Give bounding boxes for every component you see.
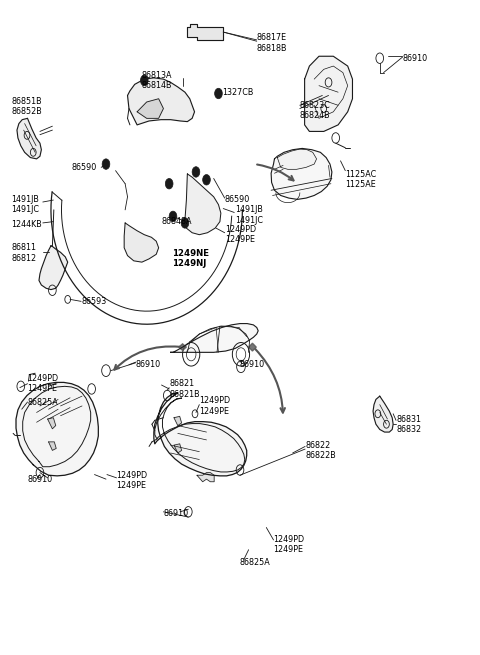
Text: 86825A: 86825A: [240, 558, 271, 567]
Text: 86817E
86818B: 86817E 86818B: [257, 33, 287, 53]
Text: 86593: 86593: [81, 297, 107, 306]
Text: 1249PD
1249PE: 1249PD 1249PE: [225, 225, 256, 244]
Text: 86910: 86910: [163, 509, 189, 517]
Text: 86590: 86590: [225, 195, 250, 204]
Text: 86851B
86852B: 86851B 86852B: [11, 97, 42, 117]
Polygon shape: [48, 442, 56, 451]
Circle shape: [181, 217, 189, 228]
Polygon shape: [137, 99, 163, 119]
Polygon shape: [305, 56, 352, 132]
Polygon shape: [277, 149, 317, 170]
Text: 86910: 86910: [403, 54, 428, 63]
Text: 86831
86832: 86831 86832: [396, 415, 421, 434]
Text: 1249PD
1249PE: 1249PD 1249PE: [199, 396, 230, 416]
Text: 1327CB: 1327CB: [222, 88, 253, 97]
Circle shape: [102, 159, 110, 170]
Text: 1249PD
1249PE: 1249PD 1249PE: [274, 534, 305, 554]
Polygon shape: [174, 444, 181, 453]
Polygon shape: [179, 344, 186, 350]
Text: 86821
86821B: 86821 86821B: [169, 379, 200, 399]
Text: 86822
86822B: 86822 86822B: [305, 441, 336, 460]
Polygon shape: [128, 78, 194, 125]
Text: 86813A
86814B: 86813A 86814B: [142, 71, 172, 90]
Text: 1491JB
1491JC: 1491JB 1491JC: [235, 206, 263, 225]
Polygon shape: [16, 383, 98, 476]
Text: 86910: 86910: [27, 475, 53, 483]
Circle shape: [192, 167, 200, 177]
Polygon shape: [48, 418, 56, 429]
Polygon shape: [124, 223, 158, 262]
Text: 86848A: 86848A: [161, 217, 192, 226]
Text: 1491JB
1491JC: 1491JB 1491JC: [11, 195, 39, 214]
Polygon shape: [174, 417, 181, 426]
Circle shape: [203, 174, 210, 185]
Polygon shape: [154, 393, 247, 476]
Circle shape: [169, 211, 177, 221]
Polygon shape: [249, 343, 256, 351]
Text: 86823C
86824B: 86823C 86824B: [300, 101, 331, 121]
Polygon shape: [39, 246, 68, 290]
Circle shape: [165, 178, 173, 189]
Circle shape: [141, 75, 148, 86]
Polygon shape: [187, 24, 223, 40]
Text: 1249NE
1249NJ: 1249NE 1249NJ: [172, 248, 209, 268]
Polygon shape: [373, 396, 393, 432]
Text: 1249PD
1249PE: 1249PD 1249PE: [27, 374, 59, 394]
Text: 1244KB: 1244KB: [11, 219, 42, 229]
Circle shape: [215, 88, 222, 99]
Polygon shape: [185, 174, 221, 234]
Polygon shape: [170, 324, 258, 352]
Text: 86910: 86910: [136, 360, 161, 369]
Text: 86910: 86910: [240, 360, 265, 369]
Text: 1249PD
1249PE: 1249PD 1249PE: [117, 471, 148, 490]
Text: 86825A: 86825A: [27, 398, 58, 407]
Polygon shape: [197, 473, 214, 481]
Text: 86590: 86590: [72, 163, 97, 172]
Polygon shape: [17, 119, 41, 159]
Text: 86811
86812: 86811 86812: [11, 243, 36, 263]
Text: 1125AC
1125AE: 1125AC 1125AE: [345, 170, 376, 189]
Polygon shape: [271, 149, 332, 199]
